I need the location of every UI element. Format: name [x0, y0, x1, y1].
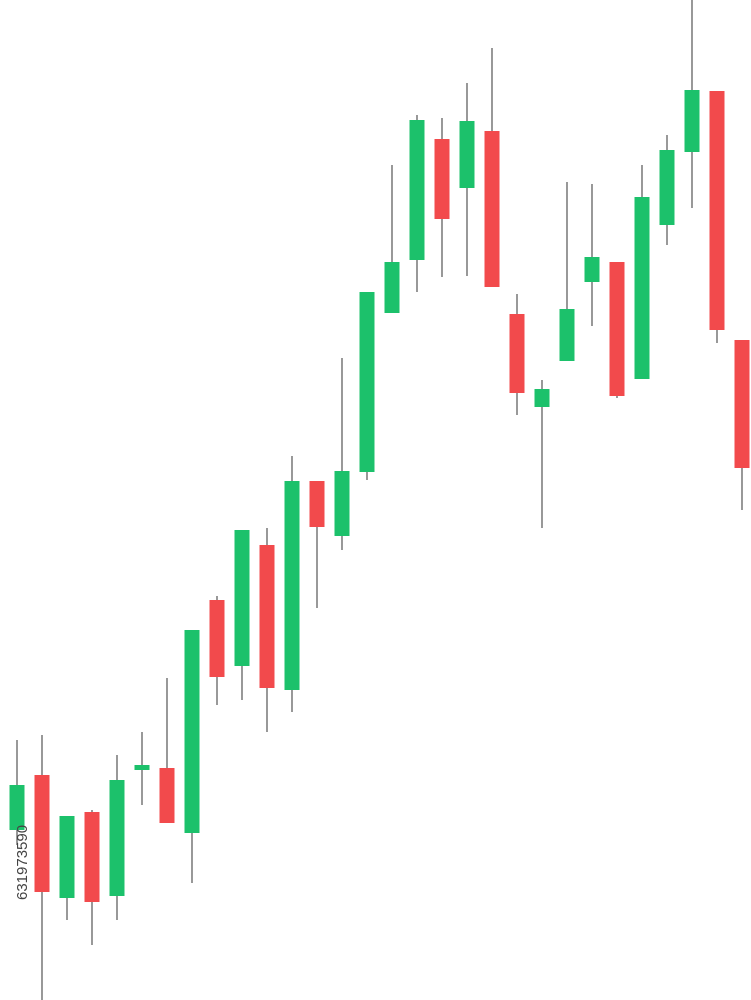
candle-body — [584, 257, 600, 282]
candle-body — [134, 765, 150, 770]
candle-body — [209, 600, 225, 677]
candle-body — [109, 780, 125, 896]
candle-body — [659, 150, 675, 225]
candle-body — [334, 471, 350, 536]
candle-body — [309, 481, 325, 527]
watermark-id: 631973590 — [14, 825, 31, 900]
candle-body — [384, 262, 400, 313]
candle-body — [259, 545, 275, 688]
candle-body — [709, 91, 725, 330]
candle-body — [359, 292, 375, 472]
candle-body — [634, 197, 650, 379]
candle-body — [234, 530, 250, 666]
candle-body — [84, 812, 100, 902]
candle-body — [284, 481, 300, 690]
candle-body — [459, 121, 475, 188]
candle-body — [559, 309, 575, 361]
candle-body — [59, 816, 75, 898]
candle-body — [159, 768, 175, 823]
candle-body — [509, 314, 525, 393]
candle-body — [534, 389, 550, 407]
candle-body — [609, 262, 625, 396]
candle-body — [409, 120, 425, 260]
candle-body — [684, 90, 700, 152]
candle-body — [9, 785, 25, 830]
candle-body — [484, 131, 500, 287]
candle-body — [734, 340, 750, 468]
candle-body — [434, 139, 450, 219]
candle-body — [34, 775, 50, 892]
candle-body — [184, 630, 200, 833]
